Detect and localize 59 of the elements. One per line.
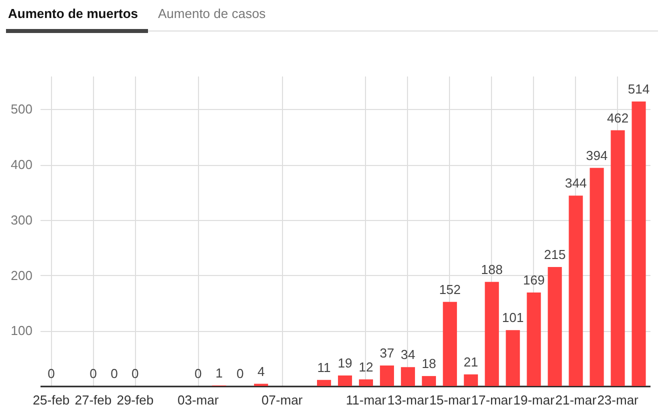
data-label: 101: [502, 310, 524, 326]
bar: [590, 168, 604, 386]
y-tick-label: 100: [10, 323, 32, 338]
x-tick-label: 07-mar: [261, 392, 304, 408]
bar: [568, 196, 583, 386]
data-label: 344: [564, 176, 587, 191]
bar: [632, 101, 646, 386]
data-label: 4: [257, 364, 265, 379]
x-tick-label: 23-mar: [597, 392, 640, 408]
y-tick-label: 500: [10, 102, 32, 117]
data-label: 0: [48, 366, 55, 381]
data-label: 188: [481, 262, 503, 277]
bar: [442, 302, 457, 386]
data-label: 169: [523, 272, 545, 288]
data-label: 394: [586, 148, 608, 163]
y-tick-label: 300: [10, 212, 32, 228]
bar: [380, 366, 394, 386]
x-tick-label: 19-mar: [513, 392, 556, 408]
bar: [506, 330, 520, 386]
data-label: 18: [422, 356, 436, 372]
x-tick-label: 15-mar: [429, 392, 472, 408]
data-label: 0: [132, 366, 139, 381]
x-tick-label: 29-feb: [116, 392, 154, 408]
y-tick-label: 200: [10, 268, 32, 283]
bar: [610, 130, 625, 386]
x-tick-label: 25-feb: [32, 392, 70, 408]
data-label: 514: [628, 81, 650, 96]
data-label: 1: [215, 365, 223, 380]
bar: [548, 266, 562, 386]
bar: [338, 375, 352, 386]
data-label: 19: [338, 355, 352, 370]
data-label: 34: [400, 347, 416, 362]
x-tick-label: 03-mar: [178, 392, 220, 408]
x-tick-label: 11-mar: [346, 392, 387, 408]
x-tick-label: 21-mar: [555, 392, 598, 408]
data-label: 11: [317, 360, 331, 375]
text: Aumento de muertos: [8, 6, 138, 21]
text: Aumento de casos: [158, 6, 266, 21]
y-tick-label: 400: [10, 157, 32, 172]
x-tick-label: 17-mar: [471, 392, 514, 408]
bar: [464, 374, 478, 386]
data-label: 0: [110, 366, 118, 381]
bar: [316, 380, 332, 386]
data-label: 152: [439, 282, 461, 297]
x-tick-label: 13-mar: [387, 392, 430, 408]
data-label: 37: [380, 346, 394, 361]
bar: [484, 282, 499, 386]
x-tick-label: 27-feb: [74, 392, 112, 408]
data-label: 0: [90, 366, 97, 381]
data-label: 215: [544, 246, 566, 262]
bar: [358, 379, 374, 386]
bar: [422, 376, 436, 386]
data-label: 21: [464, 354, 478, 370]
bar: [400, 367, 415, 386]
bar: [526, 292, 541, 386]
data-label: 462: [606, 110, 629, 126]
data-label: 12: [358, 359, 374, 374]
data-label: 0: [194, 366, 202, 381]
data-label: 0: [236, 366, 244, 381]
